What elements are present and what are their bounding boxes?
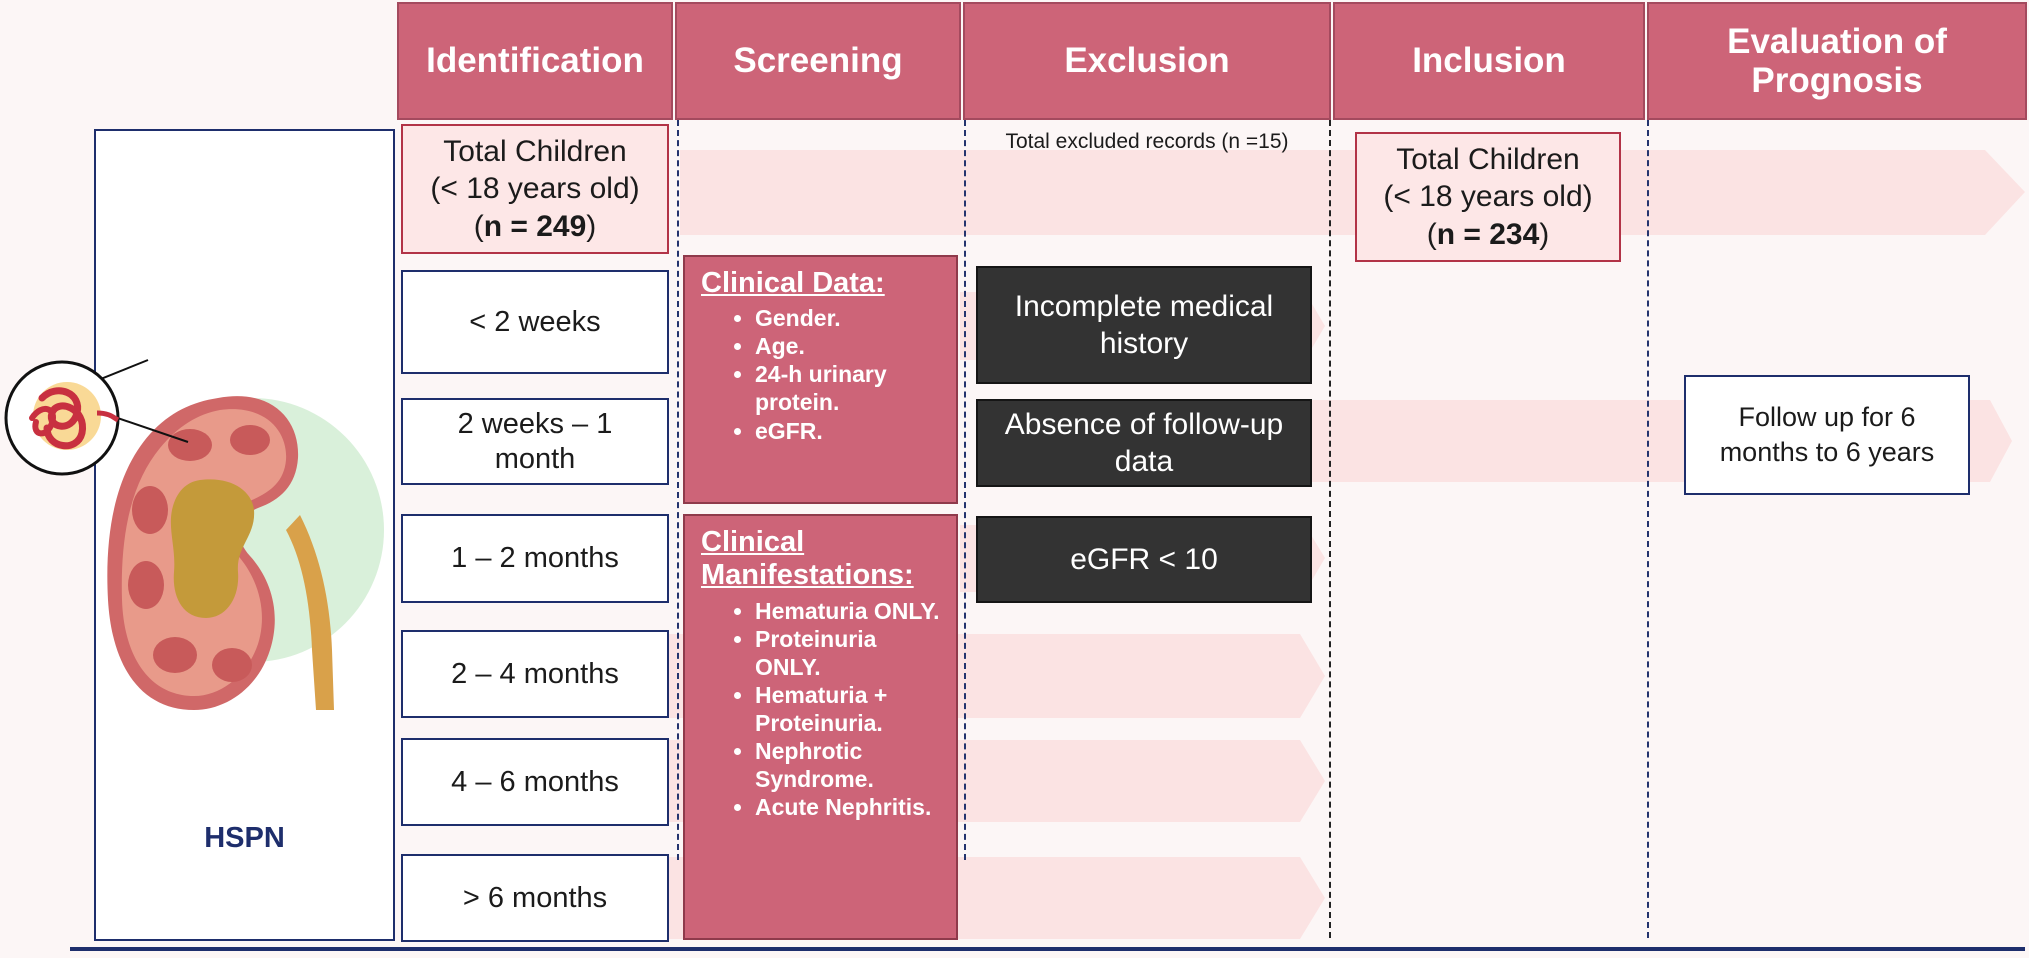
duration-box-1: < 2 weeks	[401, 270, 669, 374]
clinical-data-item: Gender.	[755, 304, 944, 332]
manifestation-item: Hematuria + Proteinuria.	[755, 681, 944, 737]
header-inclusion: Inclusion	[1333, 2, 1645, 120]
follow-up-box: Follow up for 6 months to 6 years	[1684, 375, 1970, 495]
clinical-data-box: Clinical Data: Gender. Age. 24-h urinary…	[683, 255, 958, 504]
separator-identification-screening	[677, 120, 679, 860]
band-total-children	[680, 150, 2025, 235]
total-children-count: (n = 249)	[474, 208, 597, 245]
duration-box-3: 1 – 2 months	[401, 514, 669, 603]
bottom-rule	[70, 947, 2025, 951]
kidney-illustration-icon	[55, 359, 384, 710]
clinical-data-list: Gender. Age. 24-h urinary protein. eGFR.	[701, 304, 944, 444]
included-count: (n = 234)	[1427, 216, 1550, 253]
header-evaluation-of-prognosis: Evaluation of Prognosis	[1647, 2, 2027, 120]
duration-box-5: 4 – 6 months	[401, 738, 669, 826]
included-line1: Total Children	[1396, 143, 1580, 177]
header-exclusion: Exclusion	[963, 2, 1331, 120]
total-children-line2: (< 18 years old)	[430, 172, 640, 206]
total-excluded-label: Total excluded records (n =15)	[1005, 130, 1289, 153]
clinical-data-item: 24-h urinary protein.	[755, 360, 944, 416]
clinical-data-item: eGFR.	[755, 417, 944, 445]
header-identification: Identification	[397, 2, 673, 120]
count-open-paren: (	[1426, 217, 1437, 251]
count-value: n = 234	[1436, 217, 1540, 251]
duration-box-2: 2 weeks – 1 month	[401, 398, 669, 485]
manifestation-item: Acute Nephritis.	[755, 793, 944, 821]
separator-screening-exclusion	[964, 120, 966, 860]
count-close-paren: )	[1539, 217, 1550, 251]
clinical-manifestations-title: Clinical Manifestations:	[701, 526, 914, 592]
total-children-included: Total Children (< 18 years old) (n = 234…	[1355, 132, 1621, 262]
count-close-paren: )	[586, 209, 597, 243]
exclusion-reason-2: Absence of follow-up data	[976, 399, 1312, 487]
total-children-line1: Total Children	[443, 135, 627, 169]
count-open-paren: (	[473, 209, 484, 243]
hspn-label: HSPN	[204, 822, 285, 854]
manifestation-item: Hematuria ONLY.	[755, 597, 944, 625]
separator-exclusion-inclusion	[1329, 120, 1331, 938]
clinical-data-title: Clinical Data:	[701, 267, 885, 299]
duration-box-4: 2 – 4 months	[401, 630, 669, 718]
separator-inclusion-evaluation	[1647, 120, 1649, 938]
exclusion-reason-3: eGFR < 10	[976, 516, 1312, 603]
included-line2: (< 18 years old)	[1383, 180, 1593, 214]
total-children-identified: Total Children (< 18 years old) (n = 249…	[401, 124, 669, 254]
clinical-data-item: Age.	[755, 332, 944, 360]
manifestation-item: Nephrotic Syndrome.	[755, 737, 944, 793]
duration-box-6: > 6 months	[401, 854, 669, 942]
manifestation-item: Proteinuria ONLY.	[755, 625, 944, 681]
exclusion-reason-1: Incomplete medical history	[976, 266, 1312, 384]
header-screening: Screening	[675, 2, 961, 120]
glomerulus-icon	[4, 360, 120, 476]
clinical-manifestations-box: Clinical Manifestations: Hematuria ONLY.…	[683, 514, 958, 940]
clinical-manifestations-list: Hematuria ONLY. Proteinuria ONLY. Hematu…	[701, 597, 944, 821]
count-value: n = 249	[483, 209, 587, 243]
